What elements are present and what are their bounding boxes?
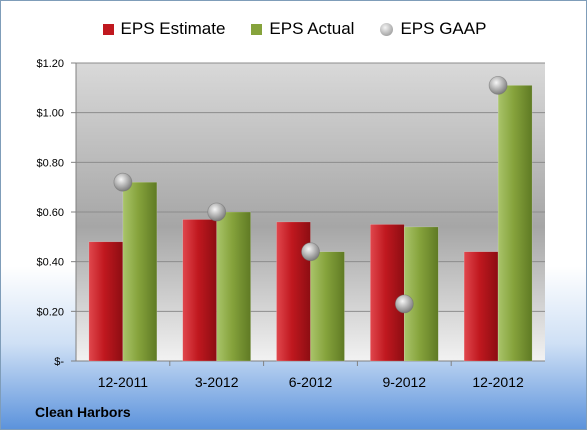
bar-eps-estimate-9-2012 <box>370 224 405 362</box>
x-axis: 12-2011 3-2012 6-2012 9-2012 12-2012 <box>98 361 524 390</box>
bar-eps-actual-6-2012 <box>310 251 345 362</box>
company-name: Clean Harbors <box>35 404 131 420</box>
legend-swatch-eps-estimate <box>102 23 114 35</box>
bar-eps-actual-12-2011 <box>122 181 158 362</box>
legend: EPS Estimate EPS Actual EPS GAAP <box>1 19 587 39</box>
y-tick-label: $1.00 <box>36 108 64 120</box>
legend-label-eps-actual: EPS Actual <box>269 19 355 38</box>
marker-eps-gaap-12-2012 <box>488 75 508 95</box>
bar-eps-actual-12-2012 <box>497 85 533 362</box>
bar-eps-estimate-12-2011 <box>88 241 124 362</box>
legend-item-eps-estimate: EPS Estimate <box>102 19 226 39</box>
x-category-label: 6-2012 <box>289 374 333 390</box>
legend-item-eps-gaap: EPS GAAP <box>380 19 486 39</box>
legend-label-eps-gaap: EPS GAAP <box>400 19 487 38</box>
legend-marker-eps-gaap <box>380 22 394 36</box>
bar-eps-estimate-12-2012 <box>463 251 499 362</box>
gaap-markers <box>113 75 508 314</box>
marker-eps-gaap-12-2011 <box>113 172 133 192</box>
bar-eps-actual-9-2012 <box>404 226 439 362</box>
x-category-label: 9-2012 <box>383 374 427 390</box>
legend-swatch-eps-actual <box>251 23 263 35</box>
y-tick-label: $0.60 <box>36 207 64 219</box>
legend-label-eps-estimate: EPS Estimate <box>120 19 226 38</box>
bar-eps-actual-3-2012 <box>216 211 251 362</box>
marker-eps-gaap-6-2012 <box>301 242 320 262</box>
x-category-label: 12-2012 <box>472 374 524 390</box>
x-category-label: 12-2011 <box>98 374 149 390</box>
bar-eps-estimate-3-2012 <box>182 219 217 362</box>
bar-group <box>88 85 533 362</box>
y-tick-label: $0.40 <box>36 257 64 269</box>
bar-eps-estimate-6-2012 <box>276 221 311 362</box>
marker-eps-gaap-3-2012 <box>207 202 227 222</box>
x-category-label: 3-2012 <box>195 374 239 390</box>
y-tick-label: $1.20 <box>36 58 64 70</box>
y-tick-label: $- <box>54 356 64 368</box>
marker-eps-gaap-9-2012 <box>394 294 414 314</box>
y-tick-label: $0.20 <box>36 306 64 318</box>
legend-item-eps-actual: EPS Actual <box>251 19 354 39</box>
y-tick-label: $0.80 <box>36 157 64 169</box>
